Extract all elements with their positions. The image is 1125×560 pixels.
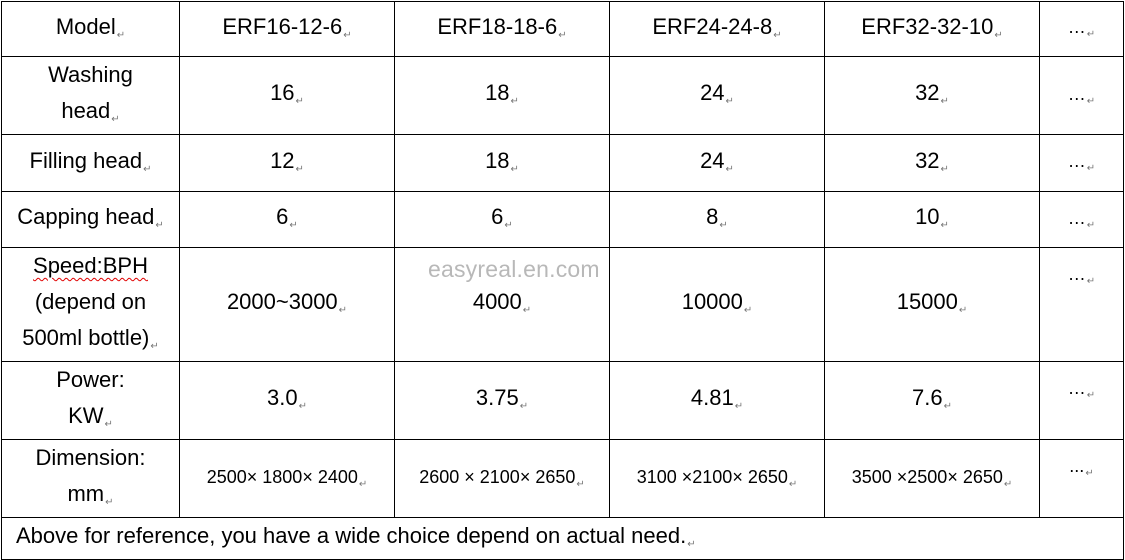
header-model-4: ERF32-32-10↵ [824,1,1040,57]
label-washing-head: Washing head↵ [1,56,180,135]
header-model: Model↵ [1,1,180,57]
cell-dimension-4: 3500 ×2500× 2650↵ [824,439,1040,518]
label-speed: Speed:BPH (depend on 500ml bottle)↵ [1,247,180,362]
cell-filling-1: 12↵ [179,134,395,192]
cell-capping-more: …↵ [1039,191,1124,248]
cell-capping-1: 6↵ [179,191,395,248]
cell-power-1: 3.0↵ [179,361,395,440]
cell-capping-3: 8↵ [609,191,825,248]
cell-power-more: …↵ [1039,361,1124,440]
cell-dimension-2: 2600 × 2100× 2650↵ [394,439,610,518]
cell-dimension-1: 2500× 1800× 2400↵ [179,439,395,518]
label-power: Power: KW↵ [1,361,180,440]
label-dimension: Dimension: mm↵ [1,439,180,518]
cell-power-2: 3.75↵ [394,361,610,440]
table-row-header: Model↵ ERF16-12-6↵ ERF18-18-6↵ ERF24-24-… [1,1,1124,57]
cell-filling-more: …↵ [1039,134,1124,192]
label-filling-head: Filling head↵ [1,134,180,192]
cell-power-3: 4.81↵ [609,361,825,440]
header-more: …↵ [1039,1,1124,57]
header-model-1: ERF16-12-6↵ [179,1,395,57]
cell-speed-3: 10000↵ [609,247,825,362]
label-capping-head: Capping head↵ [1,191,180,248]
cell-filling-4: 32↵ [824,134,1040,192]
cell-power-4: 7.6↵ [824,361,1040,440]
cell-speed-2: 4000↵ [394,247,610,362]
table-row-dimension: Dimension: mm↵ 2500× 1800× 2400↵ 2600 × 2… [1,439,1124,518]
cell-capping-4: 10↵ [824,191,1040,248]
cell-washing-4: 32↵ [824,56,1040,135]
cell-speed-more: …↵ [1039,247,1124,362]
cell-filling-2: 18↵ [394,134,610,192]
cell-washing-1: 16↵ [179,56,395,135]
cell-capping-2: 6↵ [394,191,610,248]
cell-speed-1: 2000~3000↵ [179,247,395,362]
table-row-power: Power: KW↵ 3.0↵ 3.75↵ 4.81↵ 7.6↵ …↵ [1,361,1124,440]
cell-dimension-3: 3100 ×2100× 2650↵ [609,439,825,518]
table-row-speed: Speed:BPH (depend on 500ml bottle)↵ 2000~3… [1,247,1124,362]
header-model-2: ERF18-18-6↵ [394,1,610,57]
table-row-note: Above for reference, you have a wide cho… [1,517,1124,560]
reference-note: Above for reference, you have a wide cho… [1,517,1124,560]
table-row-filling-head: Filling head↵ 12↵ 18↵ 24↵ 32↵ …↵ [1,134,1124,192]
cell-washing-3: 24↵ [609,56,825,135]
cell-filling-3: 24↵ [609,134,825,192]
table-row-capping-head: Capping head↵ 6↵ 6↵ 8↵ 10↵ …↵ [1,191,1124,248]
cell-washing-more: …↵ [1039,56,1124,135]
header-model-3: ERF24-24-8↵ [609,1,825,57]
cell-speed-4: 15000↵ [824,247,1040,362]
cell-washing-2: 18↵ [394,56,610,135]
cell-dimension-more: ...↵ [1039,439,1124,518]
table-row-washing-head: Washing head↵ 16↵ 18↵ 24↵ 32↵ …↵ [1,56,1124,135]
